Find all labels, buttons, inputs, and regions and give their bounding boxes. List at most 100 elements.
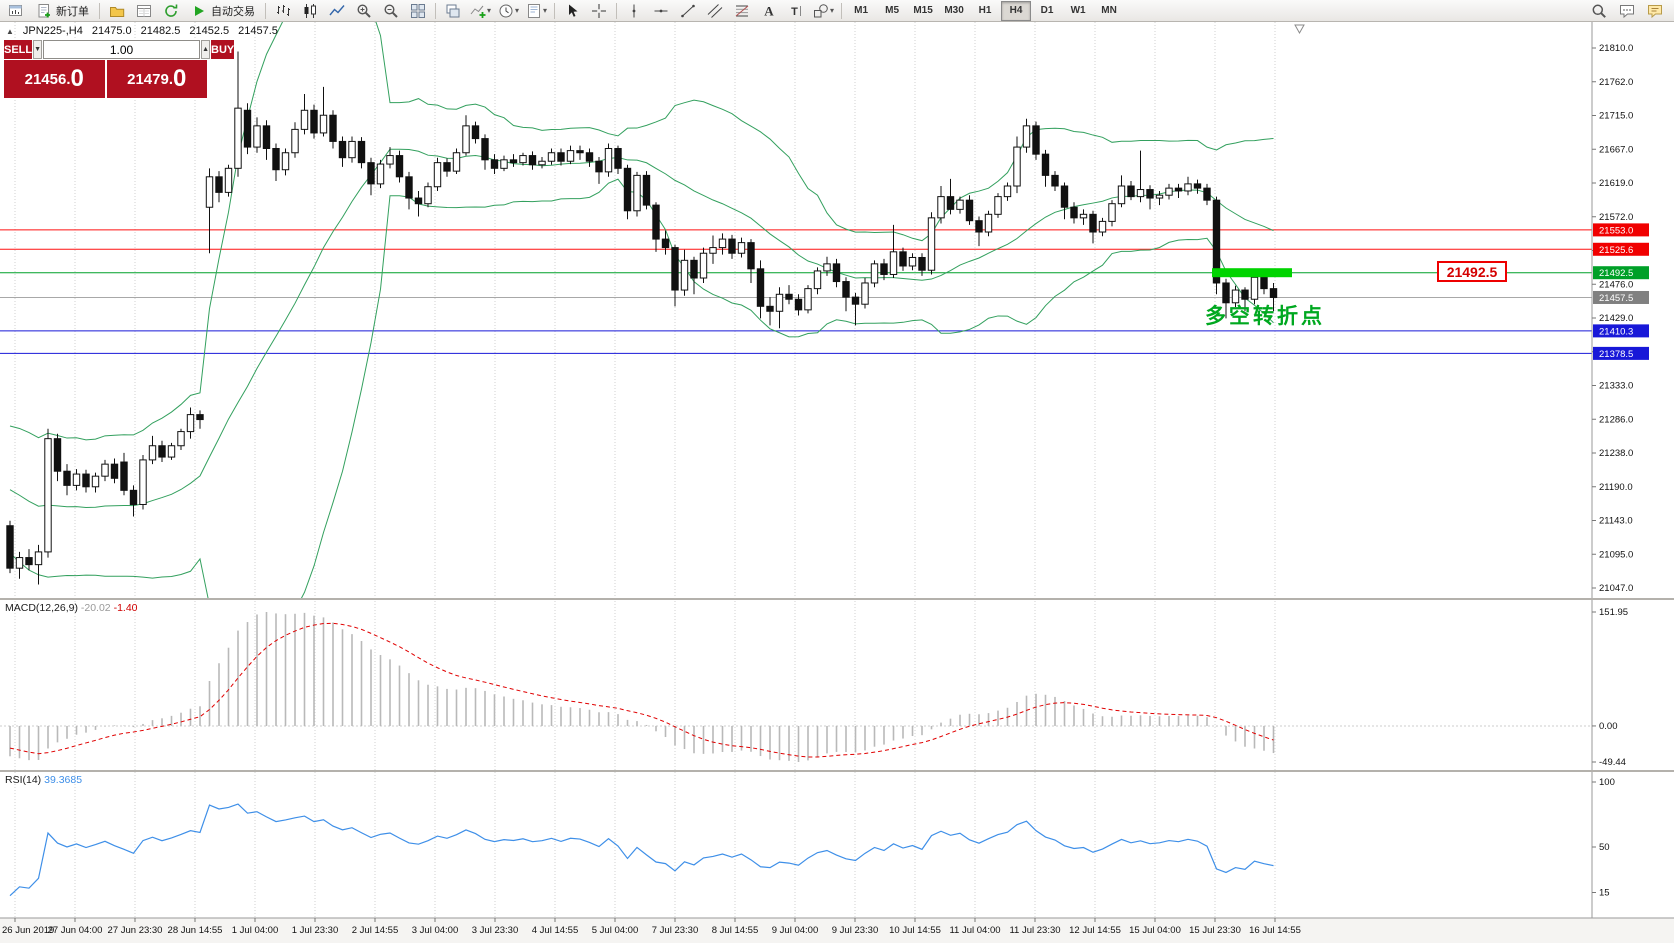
svg-text:T: T bbox=[791, 6, 798, 18]
shapes-icon bbox=[813, 3, 829, 19]
crosshair-icon bbox=[591, 3, 607, 19]
lot-size-input[interactable] bbox=[43, 40, 201, 59]
refresh-button[interactable] bbox=[158, 0, 184, 21]
timeframe-button-m15[interactable]: M15 bbox=[913, 5, 933, 16]
chart-plot-area[interactable] bbox=[0, 22, 1592, 918]
pane-separator[interactable] bbox=[0, 770, 1674, 772]
crosshair-button[interactable] bbox=[586, 0, 612, 21]
chart-shift-marker[interactable] bbox=[1294, 24, 1305, 35]
auto-trading-button[interactable]: 自动交易 bbox=[185, 0, 261, 21]
trendline-icon bbox=[680, 3, 696, 19]
templates-button[interactable]: ▾ bbox=[523, 0, 550, 21]
macd-main-value: -20.02 bbox=[80, 602, 111, 614]
bars-icon bbox=[275, 3, 291, 19]
timeframe-button-d1[interactable]: D1 bbox=[1040, 5, 1054, 16]
svg-text:2 Jul 14:55: 2 Jul 14:55 bbox=[352, 925, 398, 936]
svg-text:21572.0: 21572.0 bbox=[1599, 212, 1633, 223]
svg-text:A: A bbox=[764, 3, 774, 18]
trendline-button[interactable] bbox=[675, 0, 701, 21]
macd-histogram bbox=[9, 612, 1275, 762]
chat-button[interactable] bbox=[1614, 0, 1640, 21]
timeframe-button-m30[interactable]: M30 bbox=[944, 5, 964, 16]
profiles-button[interactable] bbox=[104, 0, 130, 21]
buy-price-display[interactable]: 21479. 0 bbox=[106, 60, 207, 98]
toolbar-left-group: 新订单 自动交易 ▾ ▾ ▾ A T ▾ M1 M5 M15 M30 H1 H4 D1 W1 MN bbox=[3, 0, 1124, 21]
indicators-icon bbox=[470, 3, 486, 19]
highlight-segment[interactable] bbox=[1212, 268, 1292, 278]
timeframe-button-w1[interactable]: W1 bbox=[1070, 5, 1086, 16]
rsi-value: 39.3685 bbox=[44, 774, 83, 786]
price-callout-label[interactable]: 21492.5 bbox=[1437, 261, 1507, 282]
timeframe-button-m5[interactable]: M5 bbox=[885, 5, 900, 16]
new-order-button[interactable]: 新订单 bbox=[30, 0, 95, 21]
horizontal-line-button[interactable] bbox=[648, 0, 674, 21]
chat2-icon bbox=[1647, 3, 1663, 19]
svg-text:21143.0: 21143.0 bbox=[1599, 516, 1633, 527]
svg-text:-49.44: -49.44 bbox=[1599, 757, 1626, 768]
community-button[interactable] bbox=[1642, 0, 1668, 21]
rsi-axis[interactable]: 100 50 15 bbox=[1592, 777, 1615, 899]
auto-arrange-button[interactable] bbox=[440, 0, 466, 21]
pane-separator[interactable] bbox=[0, 598, 1674, 600]
macd-title: MACD(12,26,9) bbox=[5, 602, 78, 614]
horizontal-line-objects[interactable] bbox=[0, 229, 1592, 354]
indicators-button[interactable]: ▾ bbox=[467, 0, 494, 21]
periods-button[interactable]: ▾ bbox=[495, 0, 522, 21]
zoom-out-button[interactable] bbox=[378, 0, 404, 21]
vline-icon bbox=[626, 3, 642, 19]
lot-increase-button[interactable]: ▲ bbox=[201, 40, 210, 59]
line-chart-button[interactable] bbox=[324, 0, 350, 21]
svg-text:21047.0: 21047.0 bbox=[1599, 583, 1633, 594]
svg-text:21619.0: 21619.0 bbox=[1599, 178, 1633, 189]
macd-axis[interactable]: 151.95 0.00 -49.44 bbox=[1592, 607, 1628, 768]
turning-point-annotation[interactable]: 多空转折点 bbox=[1205, 305, 1325, 328]
svg-text:9 Jul 04:00: 9 Jul 04:00 bbox=[772, 925, 818, 936]
svg-text:7 Jul 23:30: 7 Jul 23:30 bbox=[652, 925, 698, 936]
grid-lines bbox=[14, 22, 1276, 918]
toolbar-separator bbox=[435, 2, 436, 19]
timeframe-button-m1[interactable]: M1 bbox=[854, 5, 869, 16]
search-button[interactable] bbox=[1586, 0, 1612, 21]
svg-text:21492.5: 21492.5 bbox=[1599, 268, 1633, 279]
pivot-line-tag: 21492.5 bbox=[1593, 266, 1649, 280]
text-button[interactable]: A bbox=[756, 0, 782, 21]
lot-decrease-button[interactable]: ▼ bbox=[33, 40, 43, 59]
toolbar-right-group bbox=[1586, 0, 1671, 21]
timeframe-button-h1[interactable]: H1 bbox=[978, 5, 992, 16]
svg-text:21429.0: 21429.0 bbox=[1599, 313, 1633, 324]
svg-text:5 Jul 04:00: 5 Jul 04:00 bbox=[592, 925, 638, 936]
svg-text:21457.5: 21457.5 bbox=[1599, 293, 1633, 304]
buy-button[interactable]: BUY bbox=[211, 40, 235, 59]
one-click-trading-panel: SELL ▼ ▲ BUY 21456.0 21479.0 bbox=[4, 40, 235, 98]
zoom-in-button[interactable] bbox=[351, 0, 377, 21]
candlestick-chart-button[interactable] bbox=[297, 0, 323, 21]
new-chart-button[interactable] bbox=[3, 0, 29, 21]
timeframe-button-h4[interactable]: H4 bbox=[1001, 0, 1032, 21]
data-window-button[interactable] bbox=[131, 0, 157, 21]
ohlc-open: 21475.0 bbox=[91, 25, 132, 37]
fibonacci-button[interactable] bbox=[729, 0, 755, 21]
vertical-line-button[interactable] bbox=[621, 0, 647, 21]
label-button[interactable]: T bbox=[783, 0, 809, 21]
sell-button[interactable]: SELL bbox=[4, 40, 33, 59]
shapes-button[interactable]: ▾ bbox=[810, 0, 837, 21]
cursor-button[interactable] bbox=[559, 0, 585, 21]
svg-text:12 Jul 14:55: 12 Jul 14:55 bbox=[1069, 925, 1121, 936]
template-icon bbox=[526, 3, 542, 19]
chat-icon bbox=[1619, 3, 1635, 19]
tile-windows-button[interactable] bbox=[405, 0, 431, 21]
one-click-collapse-arrow[interactable]: ▲ bbox=[6, 26, 14, 36]
channel-button[interactable] bbox=[702, 0, 728, 21]
arrange-icon bbox=[445, 3, 461, 19]
bar-chart-button[interactable] bbox=[270, 0, 296, 21]
sell-price-display[interactable]: 21456. 0 bbox=[4, 60, 105, 98]
svg-text:8 Jul 14:55: 8 Jul 14:55 bbox=[712, 925, 758, 936]
bid-price-tag: 21457.5 bbox=[1593, 290, 1649, 304]
svg-text:3 Jul 23:30: 3 Jul 23:30 bbox=[472, 925, 518, 936]
toolbar-separator bbox=[616, 2, 618, 19]
bollinger-lower-band bbox=[9, 178, 1274, 598]
svg-text:21095.0: 21095.0 bbox=[1599, 549, 1633, 560]
timeframe-button-mn[interactable]: MN bbox=[1101, 5, 1117, 16]
